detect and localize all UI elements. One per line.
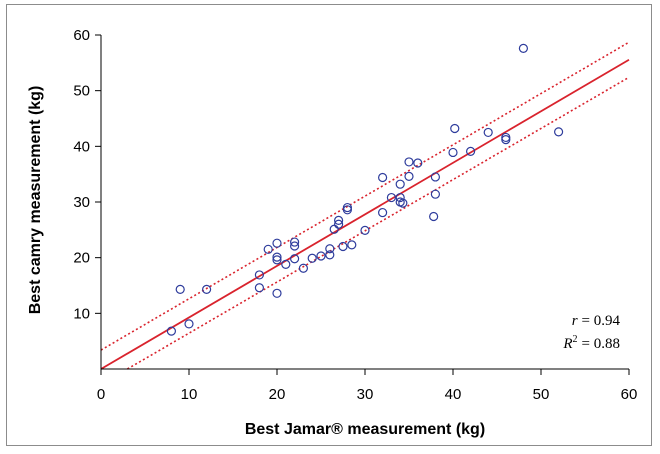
data-point <box>184 319 194 329</box>
data-point <box>290 254 300 264</box>
r2-symbol: R <box>562 336 572 352</box>
data-point <box>347 240 357 250</box>
data-point <box>483 127 493 138</box>
chart-frame <box>6 4 652 446</box>
data-point <box>175 284 185 294</box>
data-point <box>298 263 308 273</box>
regression-line <box>100 58 630 370</box>
y-tick-label: 10 <box>73 305 90 322</box>
confidence-band <box>100 41 630 370</box>
data-point <box>272 252 282 262</box>
data-point <box>263 244 273 254</box>
data-point <box>448 147 458 158</box>
data-point <box>395 192 405 203</box>
fit-line <box>100 58 630 370</box>
data-point <box>413 158 423 168</box>
data-point <box>281 259 291 269</box>
data-point <box>290 237 300 247</box>
data-point <box>307 253 317 263</box>
r-symbol: r <box>572 313 578 329</box>
data-point <box>501 132 511 143</box>
data-point <box>272 288 282 298</box>
r-value: = 0.94 <box>582 313 621 329</box>
data-points <box>166 43 564 336</box>
axes <box>95 34 630 375</box>
data-point <box>290 241 300 251</box>
data-point <box>386 192 396 203</box>
data-point <box>272 255 282 265</box>
data-point <box>553 127 564 137</box>
r2-annotation: R2 = 0.88 <box>562 334 620 352</box>
x-axis-title: Best Jamar® measurement (kg) <box>245 421 485 438</box>
y-tick-label: 20 <box>73 250 90 267</box>
x-tick-label: 60 <box>621 386 638 403</box>
data-point <box>334 215 344 225</box>
data-point <box>518 43 529 53</box>
data-point <box>404 157 414 167</box>
r2-value: = 0.88 <box>582 336 620 352</box>
data-point <box>429 211 439 222</box>
data-point <box>450 123 460 134</box>
data-point <box>325 244 335 254</box>
data-point <box>254 283 264 293</box>
data-point <box>378 172 388 183</box>
x-tick-label: 40 <box>445 386 462 403</box>
data-point <box>316 251 326 261</box>
data-point <box>254 270 264 280</box>
y-tick-label: 50 <box>73 83 90 100</box>
ci-upper-line <box>100 41 630 351</box>
x-tick-label: 30 <box>357 386 374 403</box>
x-tick-label: 10 <box>181 386 198 403</box>
tick-labels: 0 10 20 30 40 50 60 10 20 30 40 50 60 <box>73 27 637 403</box>
x-tick-label: 0 <box>97 386 105 403</box>
x-tick-label: 20 <box>269 386 286 403</box>
data-point <box>404 171 414 181</box>
data-point <box>430 172 440 182</box>
data-point <box>378 207 388 218</box>
data-point <box>430 189 440 199</box>
ci-lower-line <box>126 76 630 370</box>
y-tick-label: 30 <box>73 194 90 211</box>
data-point <box>398 198 408 208</box>
data-point <box>325 250 335 260</box>
x-tick-label: 50 <box>533 386 550 403</box>
data-point <box>338 241 348 252</box>
data-point <box>360 225 370 235</box>
r-annotation: r = 0.94 <box>572 313 621 329</box>
y-tick-label: 60 <box>73 27 90 44</box>
data-point <box>395 179 405 189</box>
data-point <box>166 326 176 336</box>
data-point <box>342 202 352 213</box>
data-point <box>466 146 476 156</box>
y-axis-title: Best camry measurement (kg) <box>27 86 44 315</box>
y-tick-label: 40 <box>73 138 90 155</box>
r2-superscript: 2 <box>573 334 578 345</box>
data-point <box>202 284 212 294</box>
data-point <box>334 219 344 229</box>
data-point <box>272 238 282 248</box>
